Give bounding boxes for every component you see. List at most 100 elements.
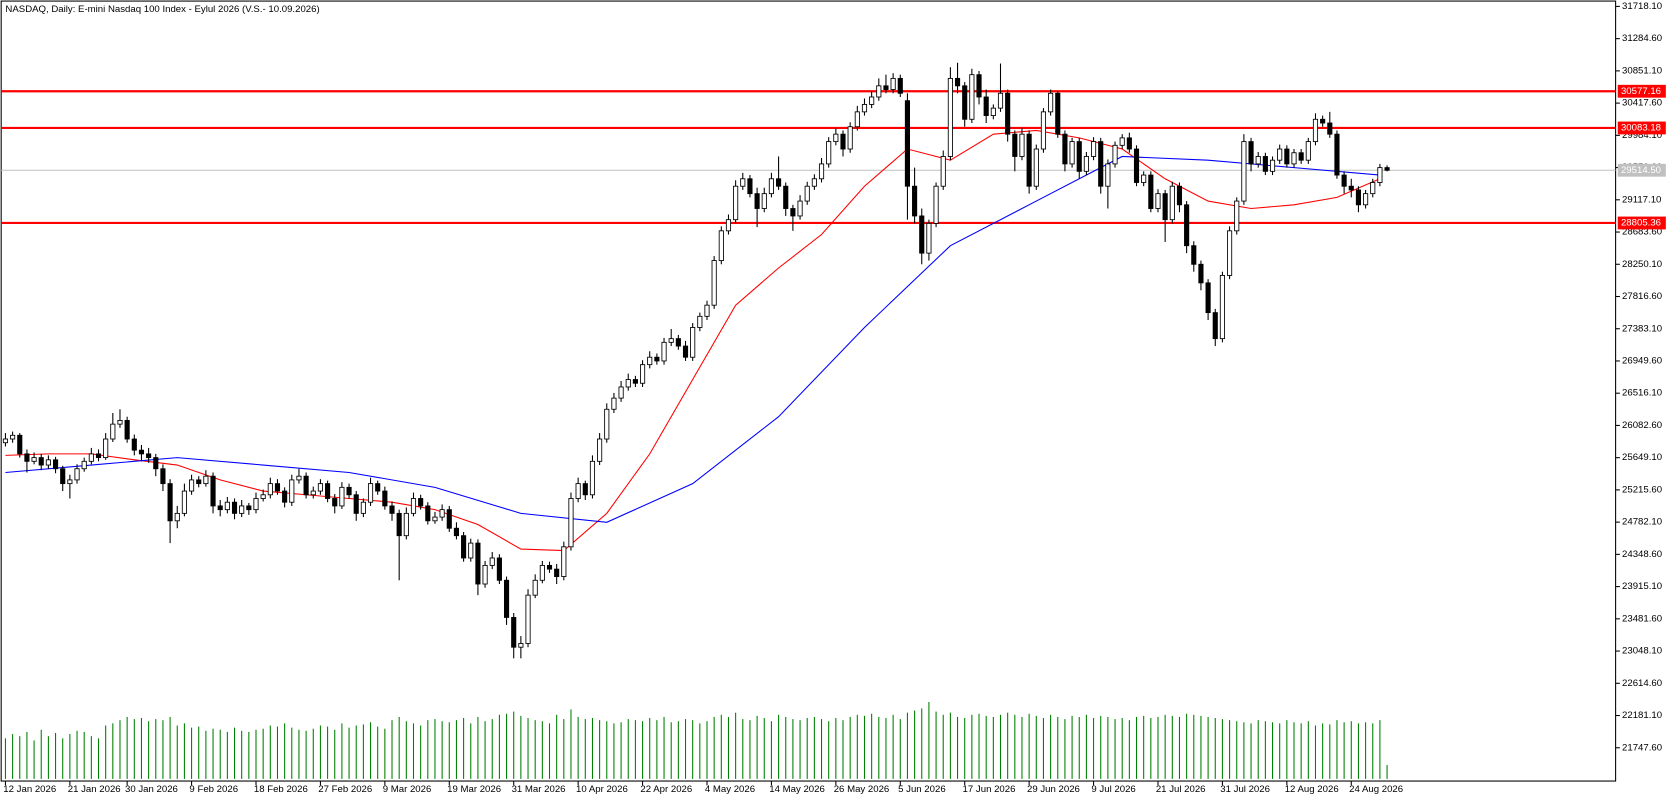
candle-body xyxy=(461,535,467,559)
candle-body xyxy=(167,483,173,522)
candle-body xyxy=(997,92,1004,109)
candle-body xyxy=(983,96,989,117)
x-tick-label: 12 Aug 2026 xyxy=(1285,784,1339,795)
x-tick-label: 22 Apr 2026 xyxy=(640,784,692,795)
x-tick-label: 12 Jan 2026 xyxy=(3,784,56,795)
x-tick-label: 31 Jul 2026 xyxy=(1220,784,1270,795)
candle-body xyxy=(826,141,832,165)
candle-body xyxy=(246,505,252,511)
candle-body xyxy=(675,338,681,347)
candle-body xyxy=(861,103,868,113)
candle-body xyxy=(1184,204,1190,247)
y-tick-label: 30417.60 xyxy=(1622,98,1662,109)
candle-body xyxy=(654,356,660,362)
candle-body xyxy=(1370,182,1376,195)
candle-body xyxy=(45,459,51,466)
candle-body xyxy=(174,512,180,522)
moving-average xyxy=(5,129,1381,552)
candle-body xyxy=(103,438,109,459)
candle-body xyxy=(74,468,80,481)
candle-body xyxy=(554,568,560,577)
candle-body xyxy=(81,460,87,470)
candle-body xyxy=(1083,156,1089,172)
candle-body xyxy=(697,315,703,328)
candle-body xyxy=(611,397,617,410)
candle-body xyxy=(1076,141,1082,172)
candle-body xyxy=(1234,200,1240,232)
candle-body xyxy=(969,74,975,120)
candle-body xyxy=(439,509,445,518)
candle-body xyxy=(131,438,137,451)
y-tick-label: 23048.10 xyxy=(1622,646,1662,657)
candle-body xyxy=(425,505,431,522)
candle-body xyxy=(761,193,767,209)
candle-body xyxy=(267,483,273,496)
moving-average xyxy=(5,155,1380,523)
candle-body xyxy=(704,304,710,317)
plot-layer xyxy=(1,62,1616,779)
candle-body xyxy=(747,178,753,195)
y-tick-label: 29984.10 xyxy=(1622,130,1662,141)
candle-body xyxy=(24,453,30,462)
candle-body xyxy=(1169,185,1175,221)
price-badge xyxy=(1617,163,1666,177)
candle-body xyxy=(1291,152,1297,165)
candle-body xyxy=(1262,156,1268,172)
candle-body xyxy=(604,408,610,440)
candle-body xyxy=(1305,141,1311,161)
y-tick-label: 31718.10 xyxy=(1622,1,1662,12)
candle-body xyxy=(718,230,724,261)
candle-body xyxy=(1133,148,1140,183)
candle-body xyxy=(854,111,860,128)
candle-body xyxy=(317,483,323,492)
candle-body xyxy=(690,327,696,358)
candle-body xyxy=(1205,282,1211,314)
candle-body xyxy=(582,483,588,496)
candle-body xyxy=(1312,118,1319,143)
candle-body xyxy=(353,494,359,514)
candle-body xyxy=(38,457,44,466)
candle-body xyxy=(733,185,739,221)
y-tick-label: 27383.10 xyxy=(1622,323,1662,334)
candle-body xyxy=(1019,133,1025,157)
candle-body xyxy=(912,185,918,217)
candle-body xyxy=(790,208,796,217)
candle-body xyxy=(274,483,281,492)
y-tick-label: 30851.10 xyxy=(1622,65,1662,76)
y-tick-label: 26516.10 xyxy=(1622,388,1662,399)
candle-body xyxy=(1212,312,1218,340)
x-tick-label: 19 Mar 2026 xyxy=(447,784,501,795)
chart-title: NASDAQ, Daily: E-mini Nasdaq 100 Index -… xyxy=(5,4,319,15)
candle-body xyxy=(954,77,961,87)
x-tick-label: 10 Apr 2026 xyxy=(576,784,628,795)
candle-body xyxy=(518,643,524,648)
candle-body xyxy=(804,185,810,202)
candle-body xyxy=(754,193,760,209)
y-tick-label: 31284.60 xyxy=(1622,33,1662,44)
candle-body xyxy=(711,260,717,306)
x-tick-label: 21 Jul 2026 xyxy=(1156,784,1206,795)
x-tick-label: 17 Jun 2026 xyxy=(963,784,1016,795)
candle-body xyxy=(489,557,495,566)
candle-body xyxy=(1112,144,1118,165)
candle-body xyxy=(282,490,288,503)
x-tick-label: 18 Feb 2026 xyxy=(254,784,308,795)
candle-body xyxy=(346,486,352,496)
candle-body xyxy=(403,512,409,537)
x-tick-label: 9 Jul 2026 xyxy=(1091,784,1135,795)
candle-body xyxy=(647,356,653,366)
candle-body xyxy=(840,133,846,150)
x-tick-label: 29 Jun 2026 xyxy=(1027,784,1080,795)
candle-body xyxy=(382,490,388,507)
candle-body xyxy=(833,133,839,143)
y-tick-label: 24782.10 xyxy=(1622,517,1662,528)
x-tick-label: 4 May 2026 xyxy=(705,784,755,795)
candle-body xyxy=(181,490,187,514)
candle-body xyxy=(919,215,925,254)
y-tick-label: 28683.60 xyxy=(1622,227,1662,238)
candle-body xyxy=(453,527,460,537)
candle-body xyxy=(1033,148,1039,187)
x-tick-label: 26 May 2026 xyxy=(834,784,890,795)
candle-body xyxy=(95,453,102,459)
